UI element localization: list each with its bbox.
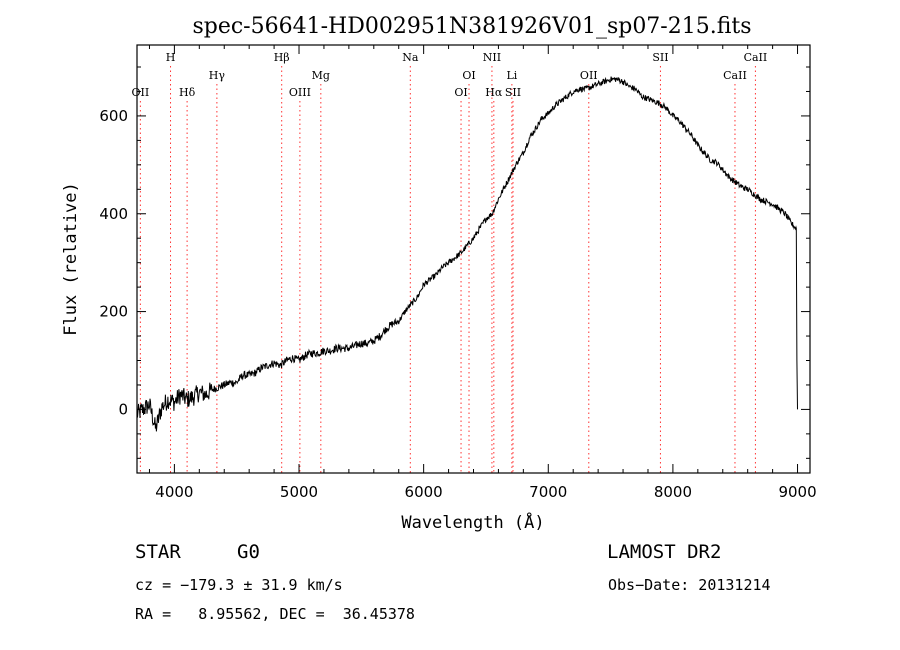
x-axis-label: Wavelength (Å): [401, 511, 544, 533]
emission-line-label: OII: [580, 69, 598, 82]
redshift-velocity: cz = −179.3 ± 31.9 km/s: [135, 576, 343, 594]
object-type: STAR: [135, 541, 181, 563]
emission-line-label: H: [166, 51, 176, 64]
x-tick-label: 7000: [529, 483, 567, 501]
emission-line-label: Hβ: [274, 51, 290, 64]
emission-line-label: Hγ: [209, 69, 226, 82]
x-tick-label: 5000: [280, 483, 318, 501]
emission-line-label: CaII: [723, 69, 747, 82]
spectrum-line: [136, 76, 798, 432]
plot-area: [136, 76, 798, 432]
emission-line-label: Mg: [312, 69, 330, 82]
emission-line-label: OII: [132, 86, 150, 99]
emission-line-label: OI: [454, 86, 467, 99]
spectral-subclass: G0: [237, 541, 260, 563]
emission-line-label: Hα: [485, 86, 503, 99]
y-tick-label: 0: [118, 400, 128, 418]
survey-name: LAMOST DR2: [607, 541, 722, 563]
x-axis: 4000 5000 6000 7000 8000 9000: [148, 45, 817, 501]
emission-line-label: CaII: [744, 51, 768, 64]
emission-line-label: OI: [462, 69, 475, 82]
y-axis: 0 200 400 600: [99, 66, 810, 459]
emission-line-label: SII: [652, 51, 668, 64]
plot-frame: [136, 44, 811, 474]
emission-line-label: Hδ: [179, 86, 196, 99]
observation-date: Obs−Date: 20131214: [608, 576, 771, 594]
coordinates: RA = 8.95562, DEC = 36.45378: [135, 605, 415, 623]
y-tick-label: 600: [99, 107, 128, 125]
emission-line-label: OIII: [289, 86, 311, 99]
x-tick-label: 9000: [778, 483, 816, 501]
emission-line-label: NII: [483, 51, 501, 64]
x-tick-label: 6000: [405, 483, 443, 501]
y-tick-label: 400: [99, 205, 128, 223]
x-tick-label: 8000: [654, 483, 692, 501]
chart-title: spec-56641-HD002951N381926V01_sp07-215.f…: [192, 14, 751, 39]
y-axis-label: Flux (relative): [61, 182, 81, 336]
emission-line-label: Na: [402, 51, 419, 64]
x-tick-label: 4000: [155, 483, 193, 501]
emission-line-label: Li: [506, 69, 517, 82]
y-tick-label: 200: [99, 303, 128, 321]
emission-line-label: SII: [505, 86, 521, 99]
